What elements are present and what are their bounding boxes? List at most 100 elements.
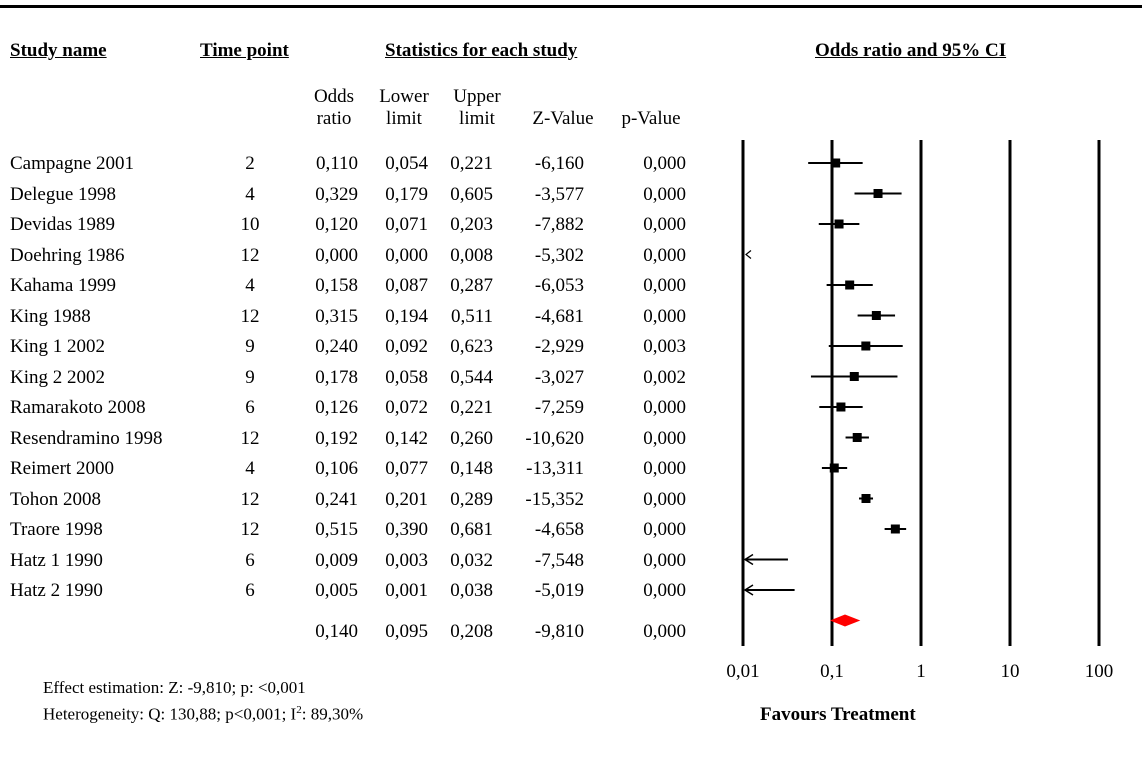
row-upper-limit: 0,287 xyxy=(450,275,493,296)
row-z-value: -4,681 xyxy=(534,305,584,327)
row-upper-limit: 0,008 xyxy=(450,244,493,266)
row-upper-limit: 0,221 xyxy=(450,397,493,418)
row-upper-limit: 0,605 xyxy=(450,183,493,205)
row-p-value: 0,000 xyxy=(643,244,686,266)
row-upper-limit: 0,221 xyxy=(450,153,493,174)
row-time-point: 4 xyxy=(245,183,255,205)
row-z-value: -5,302 xyxy=(534,244,584,266)
row-lower-limit: 0,077 xyxy=(385,458,428,479)
row-p-value: 0,002 xyxy=(643,366,686,388)
row-odds-ratio: 0,158 xyxy=(315,275,358,296)
row-z-value: -4,658 xyxy=(534,519,584,540)
row-time-point: 4 xyxy=(245,458,255,479)
row-lower-limit: 0,001 xyxy=(385,580,428,601)
row-time-point: 9 xyxy=(245,366,255,388)
x-tick-label-0: 0,01 xyxy=(726,661,759,682)
row-p-value: 0,000 xyxy=(643,153,686,174)
row-study-name: Tohon 2008 xyxy=(10,488,102,510)
row-upper-limit: 0,289 xyxy=(450,488,493,510)
row-upper-limit: 0,681 xyxy=(450,519,493,540)
row-p-value: 0,000 xyxy=(643,488,686,510)
row-z-value: -7,882 xyxy=(534,214,584,235)
ci-arrow xyxy=(743,553,754,566)
row-upper-limit: 0,544 xyxy=(450,366,493,388)
point-estimate xyxy=(890,524,900,534)
row-odds-ratio: 0,315 xyxy=(315,305,358,327)
row-lower-limit: 0,000 xyxy=(385,244,428,266)
x-tick-label-3: 10 xyxy=(1001,661,1020,682)
row-z-value: -13,311 xyxy=(526,458,584,479)
row-p-value: 0,000 xyxy=(643,214,686,235)
subheader-upper-line1: Upper xyxy=(453,86,501,107)
point-estimate xyxy=(845,280,855,290)
subheader-odds-line1: Odds xyxy=(313,86,355,107)
row-odds-ratio: 0,126 xyxy=(315,397,358,418)
row-z-value: -3,027 xyxy=(534,366,584,388)
point-estimate xyxy=(829,463,839,473)
point-estimate xyxy=(852,433,862,442)
subheader-z-value: Z-Value xyxy=(532,108,594,129)
row-lower-limit: 0,003 xyxy=(385,549,428,571)
row-study-name: Hatz 1 1990 xyxy=(10,549,103,571)
row-time-point: 12 xyxy=(240,488,260,510)
row-time-point: 12 xyxy=(240,305,260,327)
row-lower-limit: 0,092 xyxy=(385,336,428,357)
row-upper-limit: 0,148 xyxy=(450,458,493,479)
row-study-name: Kahama 1999 xyxy=(10,275,117,296)
row-lower-limit: 0,054 xyxy=(385,153,428,174)
row-p-value: 0,000 xyxy=(643,427,686,449)
subheader-upper-line2: limit xyxy=(459,108,495,129)
header-study-name: Study name xyxy=(10,40,107,61)
row-lower-limit: 0,142 xyxy=(385,427,428,449)
row-lower-limit: 0,058 xyxy=(385,366,428,388)
ci-arrow-clipped xyxy=(745,250,752,259)
subheader-lower-line2: limit xyxy=(386,108,422,129)
row-odds-ratio: 0,515 xyxy=(315,519,358,540)
point-estimate xyxy=(861,494,871,503)
row-z-value: -10,620 xyxy=(525,427,584,449)
row-time-point: 12 xyxy=(240,519,260,540)
point-estimate xyxy=(834,219,844,229)
point-estimate xyxy=(849,372,859,381)
row-p-value: 0,000 xyxy=(643,305,686,327)
row-odds-ratio: 0,009 xyxy=(315,549,358,571)
row-study-name: Campagne 2001 xyxy=(10,153,135,174)
row-upper-limit: 0,038 xyxy=(450,580,493,601)
row-odds-ratio: 0,329 xyxy=(315,183,358,205)
subheader-p-value: p-Value xyxy=(621,108,681,129)
summary-lower-limit: 0,095 xyxy=(385,621,428,642)
row-lower-limit: 0,201 xyxy=(385,488,428,510)
top-rule xyxy=(0,5,1142,8)
row-time-point: 12 xyxy=(240,244,260,266)
header-statistics: Statistics for each study xyxy=(385,40,578,61)
row-lower-limit: 0,179 xyxy=(385,183,428,205)
row-time-point: 12 xyxy=(240,427,260,449)
subheader-odds-ratio: Odds ratio xyxy=(308,86,360,130)
subheader-lower-limit: Lower limit xyxy=(375,86,433,130)
row-study-name: Devidas 1989 xyxy=(10,214,116,235)
favours-treatment: Favours Treatment xyxy=(760,704,916,725)
row-study-name: King 1988 xyxy=(10,305,91,327)
heterogeneity-value: : 89,30% xyxy=(301,704,364,724)
row-odds-ratio: 0,240 xyxy=(315,336,358,357)
row-p-value: 0,000 xyxy=(643,183,686,205)
row-time-point: 6 xyxy=(245,397,255,418)
row-lower-limit: 0,072 xyxy=(385,397,428,418)
x-tick-label-2: 1 xyxy=(916,661,926,682)
row-time-point: 6 xyxy=(245,549,255,571)
row-study-name: Delegue 1998 xyxy=(10,183,117,205)
row-p-value: 0,000 xyxy=(643,580,686,601)
row-time-point: 9 xyxy=(245,336,255,357)
heterogeneity-sup: 2 xyxy=(296,704,302,716)
row-lower-limit: 0,071 xyxy=(385,214,428,235)
row-p-value: 0,000 xyxy=(643,519,686,540)
summary-diamond xyxy=(830,614,861,627)
row-lower-limit: 0,390 xyxy=(385,519,428,540)
subheader-lower-line1: Lower xyxy=(379,86,429,107)
row-z-value: -5,019 xyxy=(534,580,584,601)
row-z-value: -2,929 xyxy=(534,336,584,357)
row-time-point: 6 xyxy=(245,580,255,601)
row-lower-limit: 0,194 xyxy=(385,305,428,327)
row-p-value: 0,000 xyxy=(643,275,686,296)
row-z-value: -3,577 xyxy=(534,183,584,205)
